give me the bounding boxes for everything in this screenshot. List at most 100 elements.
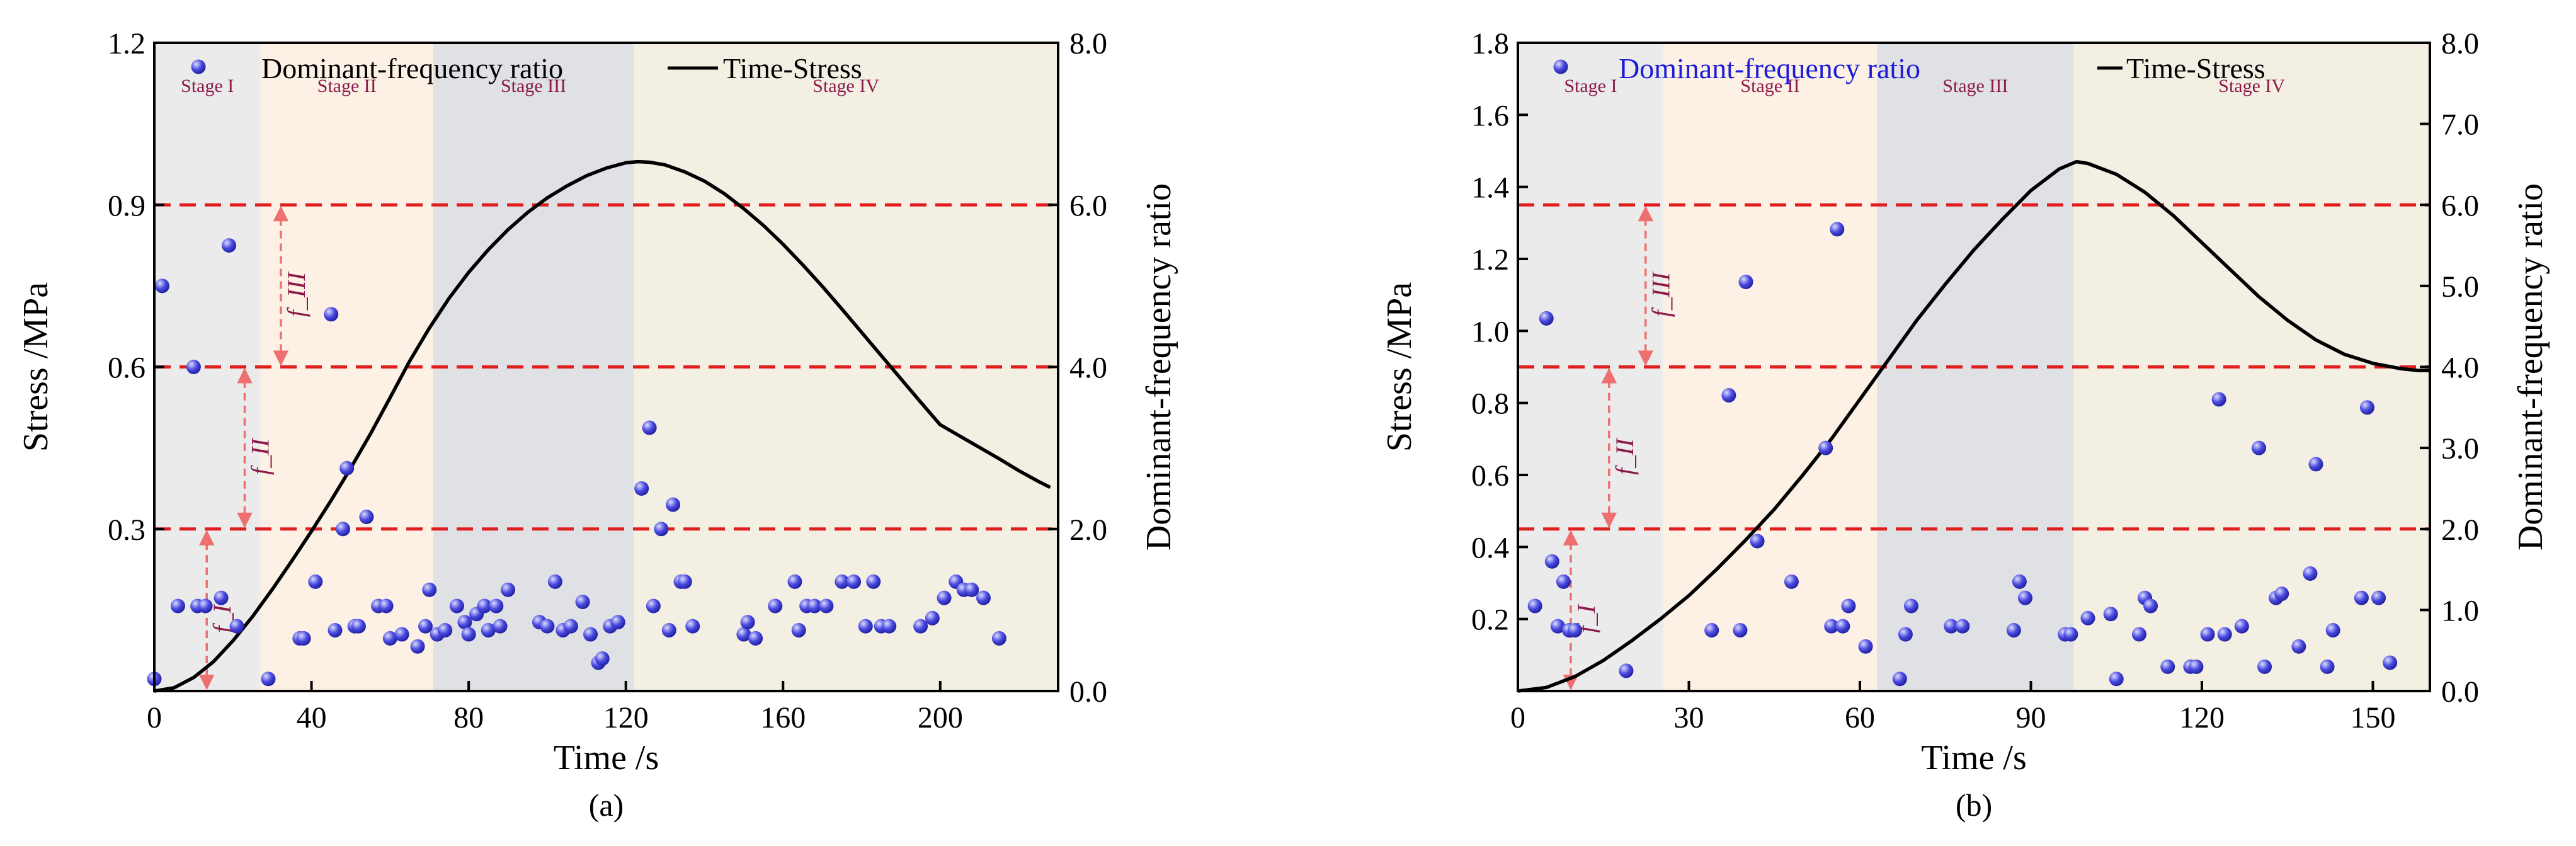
data-point <box>835 574 850 589</box>
data-point <box>563 619 578 634</box>
data-point <box>1892 672 1907 687</box>
data-point <box>791 623 806 638</box>
data-point <box>1619 663 1634 678</box>
y-tick-label-right: 8.0 <box>2441 27 2479 60</box>
data-point <box>2017 590 2032 605</box>
data-point <box>481 623 496 638</box>
data-point <box>540 619 555 634</box>
x-axis-title: Time /s <box>554 738 659 777</box>
data-point <box>2012 574 2027 589</box>
data-point <box>846 574 862 589</box>
panel-label: (a) <box>589 787 624 823</box>
stage-label-3: Stage III <box>501 76 566 96</box>
legend-line-label: Time-Stress <box>2126 52 2265 84</box>
legend-scatter-label: Dominant-frequency ratio <box>261 52 563 84</box>
data-point <box>768 598 783 614</box>
y-axis-title-right: Dominant-frequency ratio <box>2511 183 2550 551</box>
x-tick-label: 40 <box>297 701 327 735</box>
data-point <box>1556 574 1571 589</box>
stage-label-2: Stage II <box>1740 76 1799 96</box>
y-tick-label-right: 7.0 <box>2441 108 2479 142</box>
y-tick-label: 1.2 <box>1471 243 1509 277</box>
y-tick-label-right: 5.0 <box>2441 270 2479 304</box>
data-point <box>661 623 676 638</box>
data-point <box>610 615 625 630</box>
data-point <box>410 639 425 654</box>
data-point <box>2103 607 2118 622</box>
data-point <box>2217 627 2232 642</box>
data-point <box>2303 566 2318 581</box>
data-point <box>229 619 244 634</box>
y-tick-label: 0.9 <box>108 189 145 222</box>
range-label: f_III <box>1647 272 1675 317</box>
legend-point-icon <box>1553 59 1568 74</box>
data-point <box>964 582 979 597</box>
stage-band-1 <box>1518 43 1663 691</box>
data-point <box>222 238 237 253</box>
data-point <box>2109 672 2124 687</box>
data-point <box>634 481 649 496</box>
data-point <box>787 574 802 589</box>
x-tick-label: 150 <box>2351 701 2396 735</box>
data-point <box>2234 619 2249 634</box>
legend-point-icon <box>191 59 206 74</box>
data-point <box>2211 392 2226 407</box>
y-tick-label-right: 6.0 <box>2441 189 2479 222</box>
data-point <box>335 522 350 537</box>
stress-curve <box>154 159 1051 693</box>
data-point <box>461 627 476 642</box>
y-tick-label-right: 4.0 <box>2441 352 2479 385</box>
y-tick-label-right: 2.0 <box>1069 513 1107 547</box>
data-point <box>1955 619 1970 634</box>
y-tick-label-right: 0.0 <box>1069 675 1107 709</box>
y-tick-label-right: 0.0 <box>2441 675 2479 709</box>
y-axis-title-right: Dominant-frequency ratio <box>1139 183 1178 551</box>
data-point <box>913 619 928 634</box>
data-point <box>308 574 323 589</box>
legend-line-label: Time-Stress <box>723 52 862 84</box>
data-point <box>1830 222 1845 237</box>
data-point <box>477 598 492 614</box>
data-point <box>2160 659 2175 674</box>
data-point <box>1704 623 1719 638</box>
data-point <box>991 631 1006 646</box>
data-point <box>547 574 562 589</box>
data-point <box>2257 659 2272 674</box>
data-point <box>2189 659 2204 674</box>
range-label: f_II <box>1610 438 1639 475</box>
data-point <box>1818 440 1833 455</box>
data-point <box>438 623 453 638</box>
data-point <box>2371 590 2386 605</box>
y-tick-label-right: 6.0 <box>1069 189 1107 222</box>
data-point <box>925 610 940 626</box>
y-tick-label-right: 8.0 <box>1069 27 1107 60</box>
y-tick-label-right: 2.0 <box>2441 513 2479 547</box>
panel-label: (b) <box>1956 787 1992 823</box>
x-tick-label: 80 <box>453 701 484 735</box>
data-point <box>2080 610 2095 626</box>
data-point <box>2383 655 2398 670</box>
x-tick-label: 120 <box>2179 701 2225 735</box>
data-point <box>1841 598 1856 614</box>
stage-label-1: Stage I <box>181 76 234 96</box>
x-tick-label: 160 <box>760 701 806 735</box>
data-point <box>1750 534 1765 549</box>
data-point <box>186 360 201 374</box>
data-point <box>748 631 763 646</box>
data-point <box>575 595 590 610</box>
range-label: f_II <box>246 438 275 475</box>
y-tick-label: 0.3 <box>108 513 145 547</box>
data-point <box>2354 590 2369 605</box>
data-point <box>324 307 339 322</box>
y-tick-label: 1.4 <box>1471 171 1509 205</box>
data-point <box>2291 639 2306 654</box>
data-point <box>2252 440 2266 455</box>
data-point <box>642 420 657 435</box>
data-point <box>449 598 464 614</box>
data-point <box>382 631 397 646</box>
y-tick-label: 0.4 <box>1471 531 1509 564</box>
data-point <box>154 278 169 294</box>
data-point <box>422 582 437 597</box>
data-point <box>379 598 394 614</box>
